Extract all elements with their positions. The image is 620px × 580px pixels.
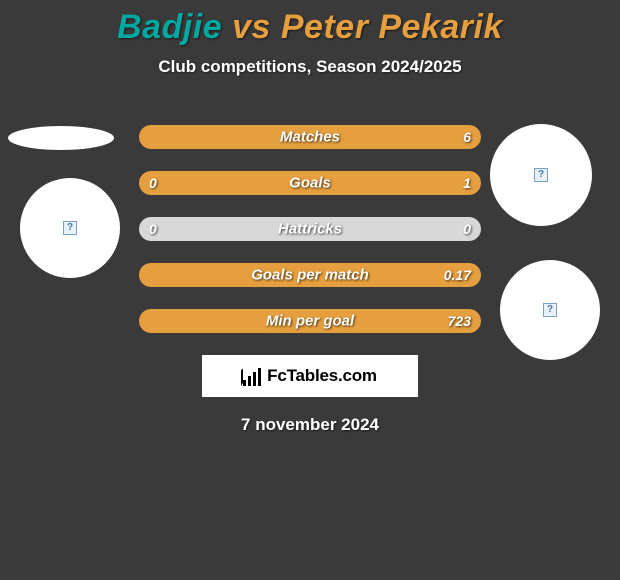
brand-box: FcTables.com [202, 355, 418, 397]
stat-value-left: 0 [149, 221, 157, 237]
page-title: Badjie vs Peter Pekarik [0, 0, 620, 47]
decorative-ellipse-left [8, 126, 114, 150]
player1-name: Badjie [117, 8, 222, 46]
stat-value-right: 0.17 [444, 267, 471, 283]
image-placeholder-icon: ? [534, 168, 548, 182]
stat-row: Min per goal 723 [139, 309, 481, 333]
image-placeholder-icon: ? [63, 221, 77, 235]
stat-row: Goals per match 0.17 [139, 263, 481, 287]
stat-value-right: 723 [448, 313, 471, 329]
stat-value-right: 1 [463, 175, 471, 191]
avatar-left: ? [20, 178, 120, 278]
avatar-right-bottom: ? [500, 260, 600, 360]
stat-label: Matches [280, 129, 340, 146]
stat-label: Goals [289, 175, 331, 192]
stat-row: Goals 0 1 [139, 171, 481, 195]
stat-label: Min per goal [266, 313, 354, 330]
brand-text: FcTables.com [267, 366, 377, 386]
stat-value-right: 0 [463, 221, 471, 237]
stats-container: Matches 6 Goals 0 1 Hattricks 0 0 Goals per matc… [139, 125, 481, 333]
avatar-right-top: ? [490, 124, 592, 226]
stat-row: Hattricks 0 0 [139, 217, 481, 241]
stat-value-left: 0 [149, 175, 157, 191]
bar-chart-icon [243, 366, 261, 386]
stat-label: Goals per match [251, 267, 369, 284]
vs-separator: vs [222, 8, 281, 46]
stat-value-right: 6 [463, 129, 471, 145]
image-placeholder-icon: ? [543, 303, 557, 317]
date-label: 7 november 2024 [0, 415, 620, 435]
subtitle: Club competitions, Season 2024/2025 [0, 57, 620, 77]
player2-name: Peter Pekarik [281, 8, 503, 46]
stat-row: Matches 6 [139, 125, 481, 149]
stat-label: Hattricks [278, 221, 342, 238]
